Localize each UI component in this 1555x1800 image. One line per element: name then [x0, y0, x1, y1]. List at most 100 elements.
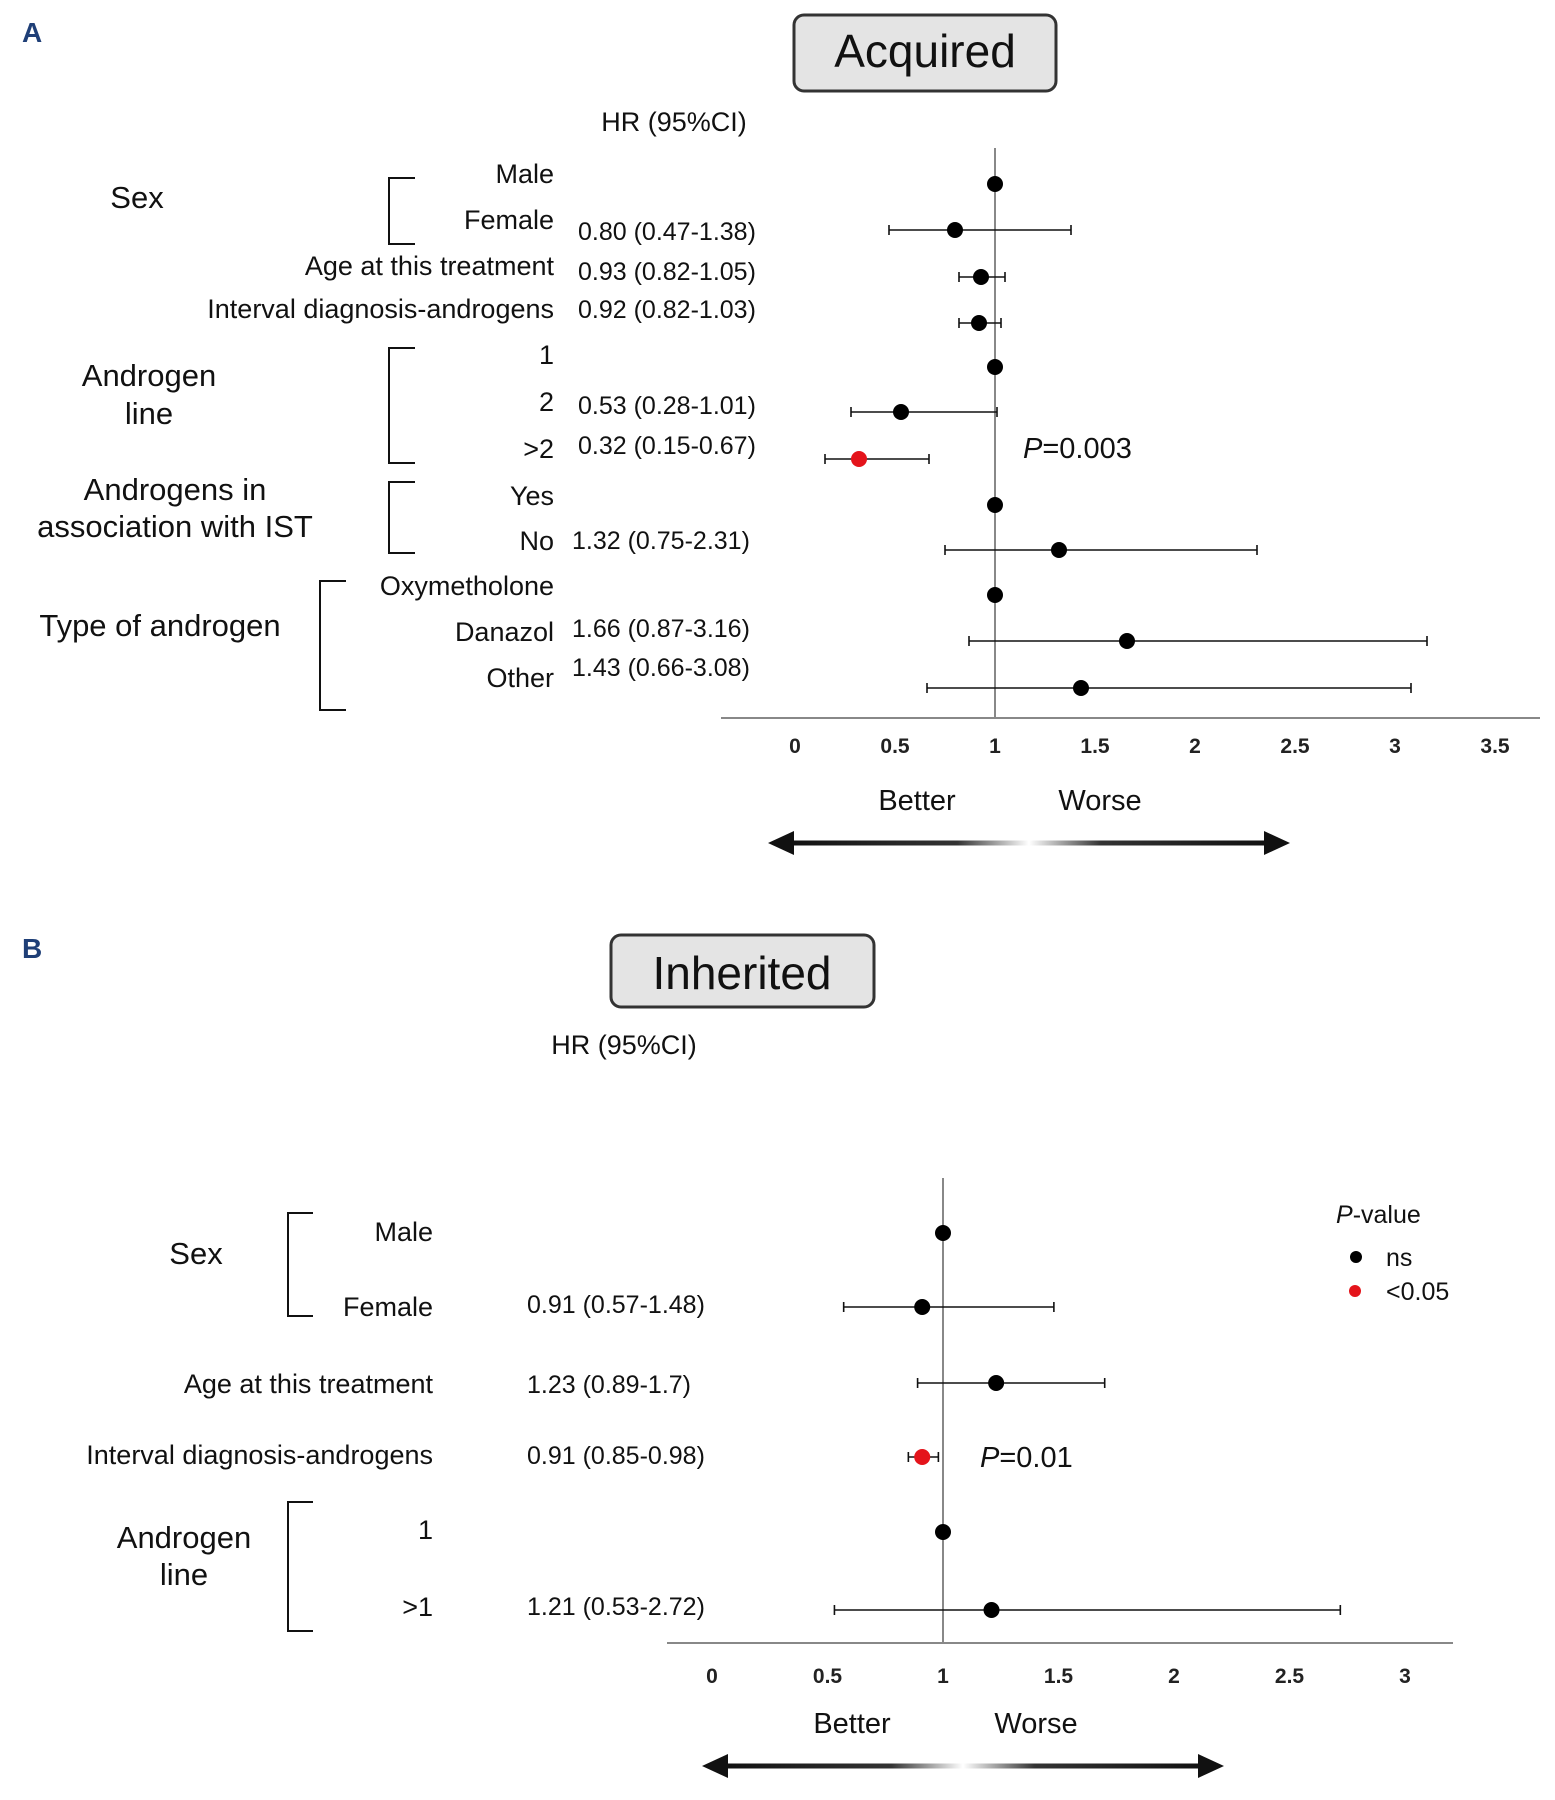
p-value-annotation: P=0.01: [980, 1442, 1073, 1474]
row-label: Yes: [510, 481, 554, 511]
hr-point-significant: [914, 1449, 931, 1465]
hr-point: [973, 269, 989, 285]
legend-title-rest: -value: [1353, 1201, 1421, 1229]
p-value-italic-p: P: [980, 1442, 1000, 1474]
group-label: line: [160, 1557, 208, 1592]
group-bracket: [388, 177, 415, 245]
x-tick-label: 3: [1399, 1665, 1411, 1688]
direction-arrow-shaft: [790, 840, 1268, 846]
hr-point: [935, 1225, 951, 1241]
panel-title-box: [792, 13, 1058, 93]
x-tick-label: 0: [789, 735, 801, 758]
p-value-italic-p: P: [1023, 433, 1043, 465]
direction-arrow-left-head: [702, 1754, 728, 1778]
legend-ns-marker: [1350, 1251, 1362, 1263]
panel-letter: A: [22, 17, 42, 48]
hr-point: [988, 1375, 1005, 1391]
hr-ci-text: 0.92 (0.82-1.03): [578, 296, 756, 324]
hr-ci-text: 0.53 (0.28-1.01): [578, 392, 756, 420]
direction-arrow-shaft: [724, 1763, 1202, 1769]
row-label: Danazol: [455, 617, 554, 647]
hr-point: [1073, 680, 1089, 696]
hr-ci-text: 0.91 (0.85-0.98): [527, 1442, 705, 1470]
row-label: No: [519, 526, 554, 556]
better-label: Better: [813, 1708, 891, 1740]
row-label: 1: [539, 340, 554, 370]
group-label: Sex: [169, 1236, 223, 1271]
hr-ci-text: 0.93 (0.82-1.05): [578, 258, 756, 286]
x-tick-label: 1.5: [1044, 1665, 1074, 1688]
row-label: Age at this treatment: [184, 1369, 434, 1399]
hr-ci-text: 0.91 (0.57-1.48): [527, 1291, 705, 1319]
x-tick-label: 2.5: [1275, 1665, 1305, 1688]
row-label: Female: [464, 205, 554, 235]
direction-arrow-right-head: [1198, 1754, 1224, 1778]
hr-ci-text: 1.43 (0.66-3.08): [572, 654, 750, 682]
group-bracket: [287, 1212, 313, 1317]
panel-title: Acquired: [834, 25, 1016, 77]
x-tick-label: 0: [706, 1665, 718, 1688]
x-tick-label: 2: [1189, 735, 1201, 758]
hr-point: [987, 359, 1003, 375]
hr-ci-text: 1.23 (0.89-1.7): [527, 1371, 691, 1399]
group-bracket: [319, 580, 346, 711]
x-tick-label: 1: [989, 735, 1001, 758]
legend-title: P-value: [1336, 1201, 1421, 1229]
group-label: association with IST: [37, 509, 313, 544]
x-tick-label: 2.5: [1280, 735, 1310, 758]
row-label: Interval diagnosis-androgens: [207, 294, 554, 324]
hr-point: [1119, 633, 1135, 649]
hr-ci-text: 0.80 (0.47-1.38): [578, 218, 756, 246]
hr-point: [987, 497, 1003, 513]
p-value-text: =0.01: [999, 1442, 1072, 1474]
row-label: Interval diagnosis-androgens: [86, 1440, 433, 1470]
row-label: Male: [374, 1217, 433, 1247]
hr-ci-text: 1.21 (0.53-2.72): [527, 1593, 705, 1621]
group-bracket: [388, 481, 415, 554]
hr-ci-text: 1.66 (0.87-3.16): [572, 615, 750, 643]
hr-point: [983, 1602, 1000, 1618]
row-label: Age at this treatment: [305, 251, 555, 281]
x-tick-label: 0.5: [813, 1665, 843, 1688]
group-label: Androgens in: [84, 472, 267, 507]
worse-label: Worse: [994, 1708, 1077, 1740]
x-tick-label: 0.5: [880, 735, 910, 758]
hr-point: [893, 404, 909, 420]
hr-point: [1051, 542, 1067, 558]
column-header: HR (95%CI): [551, 1030, 697, 1060]
hr-ci-text: 1.32 (0.75-2.31): [572, 527, 750, 555]
group-bracket: [287, 1501, 313, 1632]
group-bracket: [388, 347, 415, 464]
group-label: Sex: [110, 180, 164, 215]
hr-point: [987, 587, 1003, 603]
hr-point: [947, 222, 963, 238]
panel-title-box: [609, 933, 876, 1009]
row-label: >1: [402, 1592, 433, 1622]
hr-point-significant: [851, 451, 867, 467]
direction-arrow-right-head: [1264, 831, 1290, 855]
hr-point: [935, 1524, 951, 1540]
row-label: Other: [486, 663, 554, 693]
row-label: Oxymetholone: [380, 571, 554, 601]
legend-title-italic: P: [1336, 1201, 1353, 1229]
group-label: Androgen: [117, 1520, 251, 1555]
direction-arrow-left-head: [768, 831, 794, 855]
group-label: Androgen: [82, 358, 216, 393]
better-label: Better: [878, 785, 956, 817]
hr-point: [987, 176, 1003, 192]
x-tick-label: 3: [1389, 735, 1401, 758]
hr-point: [971, 315, 987, 331]
legend-significant-marker: [1349, 1285, 1361, 1297]
x-tick-label: 1.5: [1080, 735, 1110, 758]
column-header: HR (95%CI): [601, 107, 747, 137]
x-tick-label: 2: [1168, 1665, 1180, 1688]
group-label: Type of androgen: [39, 608, 280, 643]
group-label: line: [125, 396, 173, 431]
panel-letter: B: [22, 933, 42, 964]
row-label: Female: [343, 1292, 433, 1322]
row-label: 2: [539, 387, 554, 417]
worse-label: Worse: [1058, 785, 1141, 817]
legend-entry-label: ns: [1386, 1244, 1412, 1272]
hr-ci-text: 0.32 (0.15-0.67): [578, 432, 756, 460]
